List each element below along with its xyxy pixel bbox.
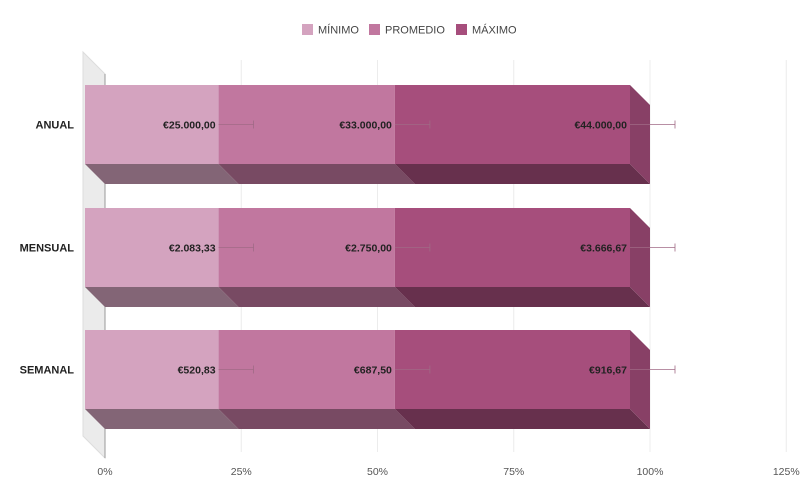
bar-segment — [85, 208, 219, 287]
data-label: €2.083,33 — [169, 243, 216, 255]
data-labels: €25.000,00 €33.000,00 €44.000,00 €2.083,33 €… — [163, 120, 676, 377]
bar-segment — [394, 85, 630, 164]
x-tick-label: 125% — [773, 466, 800, 478]
legend-label: PROMEDIO — [385, 25, 445, 37]
bar-depth — [85, 287, 239, 307]
category-label: MENSUAL — [20, 243, 75, 255]
bar-depth — [85, 164, 239, 184]
bar-end-face — [630, 330, 650, 429]
category-axis: ANUAL MENSUAL SEMANAL — [20, 120, 75, 377]
bar-end-face — [630, 85, 650, 184]
bar-depth — [85, 409, 239, 429]
x-tick-label: 0% — [97, 466, 112, 478]
bar-depth — [394, 164, 650, 184]
bars — [85, 85, 650, 429]
legend-swatch — [456, 24, 467, 35]
legend-swatch — [369, 24, 380, 35]
category-label: SEMANAL — [20, 365, 75, 377]
bar-depth — [394, 287, 650, 307]
category-label: ANUAL — [36, 120, 75, 132]
data-label: €44.000,00 — [574, 120, 627, 132]
x-tick-label: 50% — [367, 466, 388, 478]
data-label: €520,83 — [178, 365, 216, 377]
x-tick-label: 75% — [503, 466, 524, 478]
bar-segment — [394, 208, 630, 287]
data-label: €916,67 — [589, 365, 627, 377]
bar-depth — [394, 409, 650, 429]
data-label: €25.000,00 — [163, 120, 216, 132]
data-label: €33.000,00 — [339, 120, 392, 132]
data-label: €687,50 — [354, 365, 392, 377]
x-axis: 0% 25% 50% 75% 100% 125% — [97, 466, 799, 478]
x-tick-label: 25% — [231, 466, 252, 478]
data-label: €2.750,00 — [345, 243, 392, 255]
legend-label: MÁXIMO — [472, 24, 517, 37]
bar-segment — [85, 85, 219, 164]
bar-end-face — [630, 208, 650, 307]
data-label: €3.666,67 — [580, 243, 627, 255]
bar-depth — [218, 409, 415, 429]
legend-label: MÍNIMO — [318, 24, 359, 37]
bar-depth — [218, 164, 415, 184]
bar-segment — [85, 330, 219, 409]
legend-swatch — [302, 24, 313, 35]
x-tick-label: 100% — [637, 466, 664, 478]
bar-depth — [218, 287, 415, 307]
bar-segment — [394, 330, 630, 409]
legend: MÍNIMO PROMEDIO MÁXIMO — [302, 24, 517, 37]
